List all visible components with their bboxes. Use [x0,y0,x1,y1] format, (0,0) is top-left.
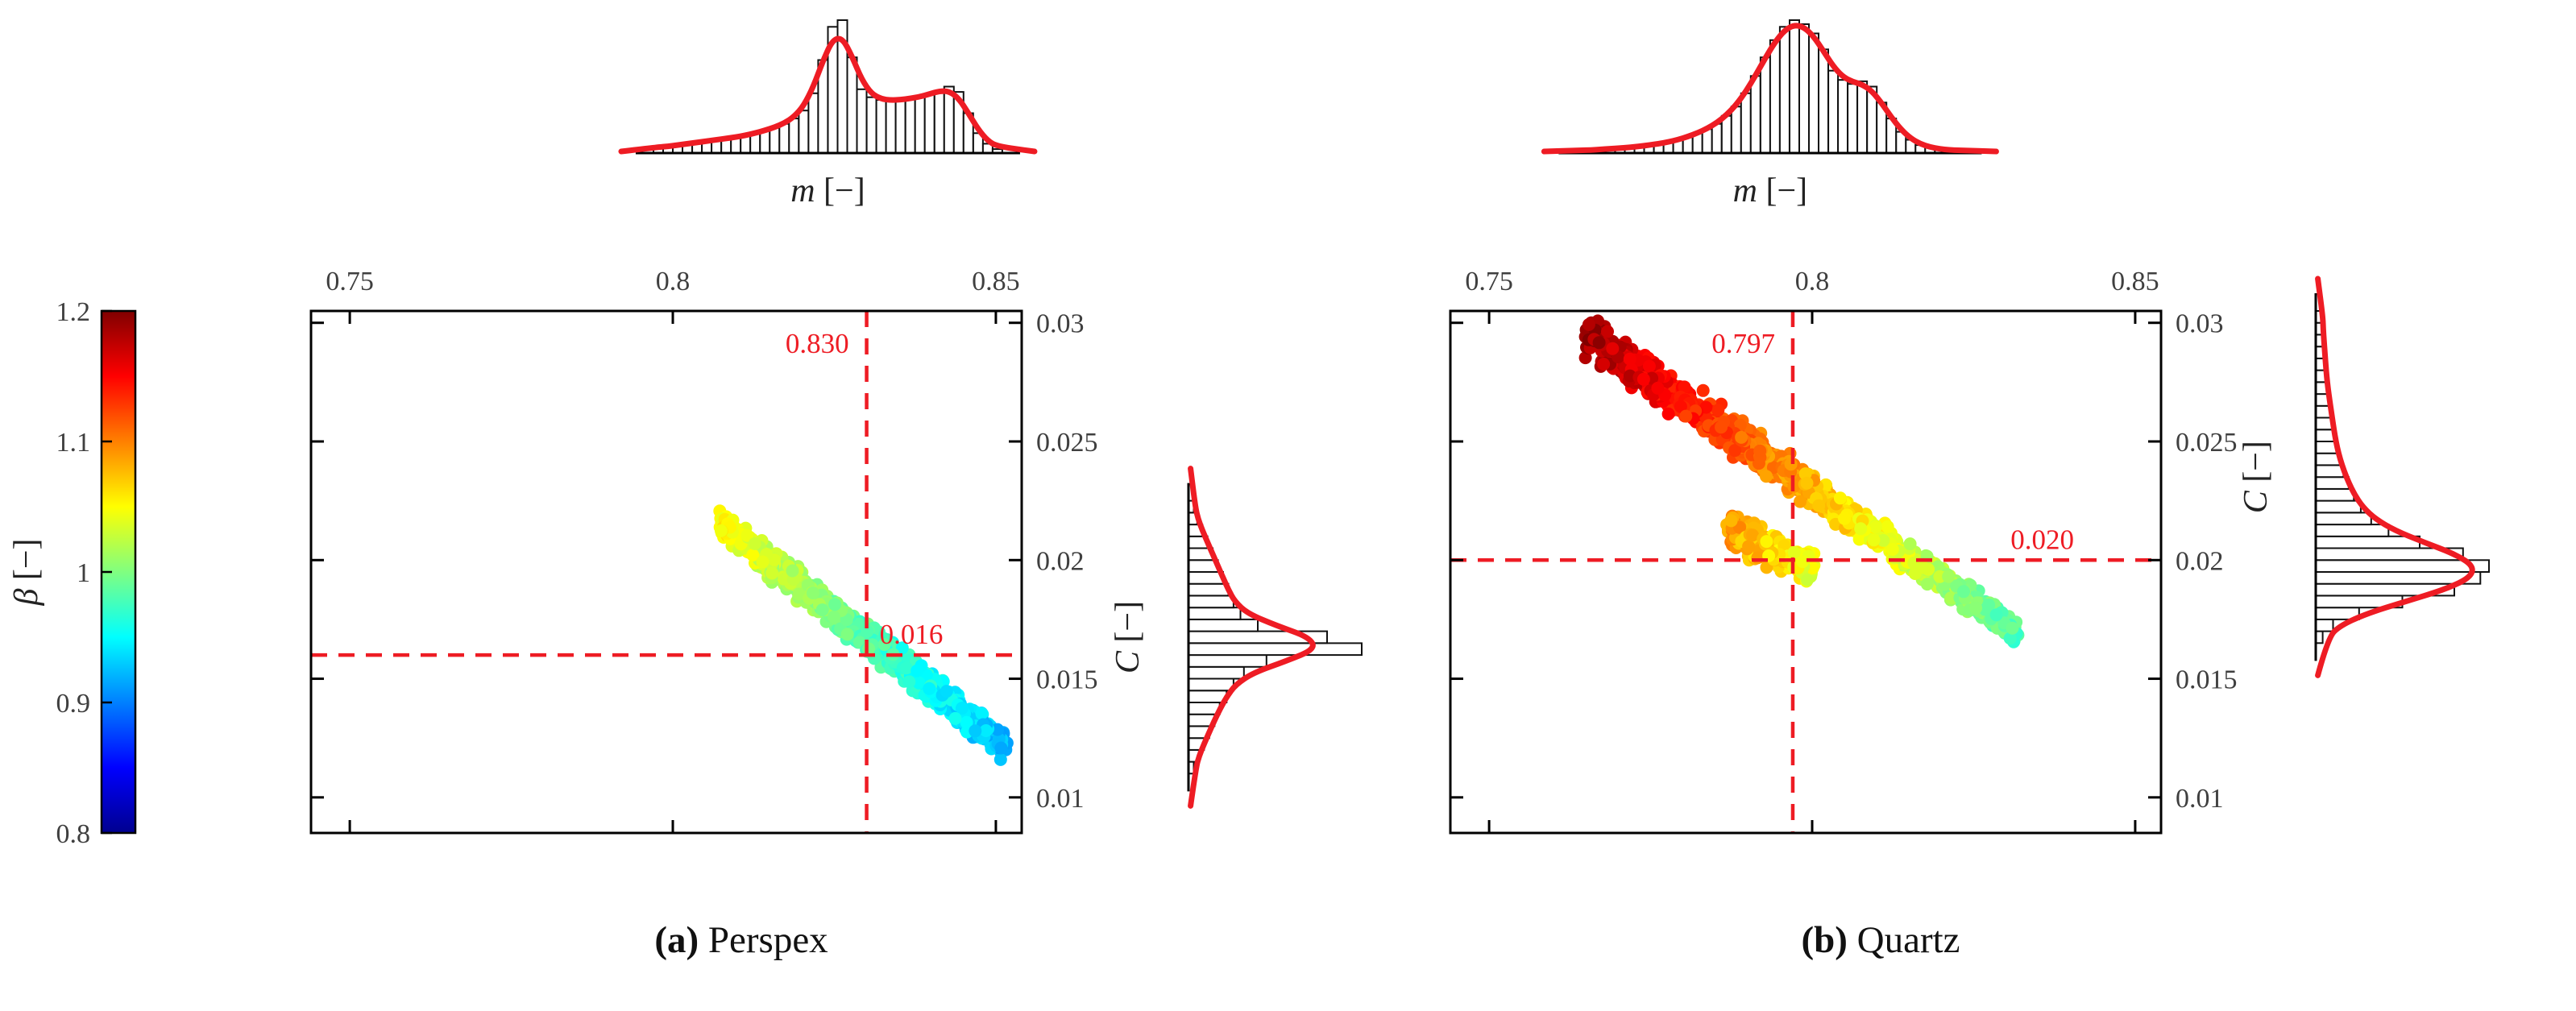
crosshair-C-value: 0.020 [2010,524,2074,555]
y-tick-label: 0.02 [1036,546,1085,576]
crosshair-C-value: 0.016 [880,619,944,650]
svg-text:m [−]: m [−] [790,172,865,209]
y-tick-label: 0.015 [2176,665,2238,695]
scatter-cloud [1578,314,2025,648]
caption-b-bold: (b) [1801,919,1848,961]
y-tick-label: 0.03 [2176,309,2224,339]
caption-perspex: (a) Perspex [654,918,828,962]
C-kde-curve [2315,276,2475,678]
C-histogram: C [−] [1110,466,1363,809]
svg-text:m [−]: m [−] [1733,172,1808,209]
svg-text:C [−]: C [−] [2238,441,2275,513]
caption-quartz: (b) Quartz [1801,918,1960,962]
panel-b: 0.797 0.020 0.75 0.8 0.85 0.01 0.015 0.02 0.025 0… [1449,19,2490,835]
colorbar-tick-label: 1 [77,558,90,588]
m-histogram: m [−] [1541,19,1999,209]
y-tick-label: 0.025 [1036,428,1098,458]
m-kde-curve [618,35,1038,155]
panel-a: 0.830 0.016 0.75 0.8 0.85 0.01 0.015 0.02 0.025 0… [309,19,1363,835]
y-tick-label: 0.02 [2176,546,2224,576]
caption-b-text: Quartz [1847,919,1960,961]
x-tick-label: 0.75 [326,267,374,296]
y-tick-label: 0.015 [1036,665,1098,695]
caption-a-bold: (a) [654,919,699,961]
colorbar: 0.8 0.9 1 1.1 1.2 β [−] [8,297,137,849]
colorbar-tick-label: 1.1 [56,428,91,458]
colorbar-tick-label: 0.9 [56,689,91,719]
axes-box [1449,309,2163,835]
axes-box [309,309,1023,835]
C-histogram: C [−] [2238,276,2490,678]
svg-text:β [−]: β [−] [8,538,45,606]
x-tick-label: 0.8 [1795,267,1830,296]
x-tick-label: 0.8 [656,267,691,296]
colorbar-tick-label: 1.2 [56,297,91,327]
y-tick-label: 0.01 [2176,784,2224,814]
y-tick-label: 0.025 [2176,428,2238,458]
x-tick-label: 0.85 [972,267,1020,296]
caption-a-text: Perspex [699,919,828,961]
y-tick-label: 0.03 [1036,309,1085,339]
y-tick-label: 0.01 [1036,784,1085,814]
C-kde-curve [1188,466,1316,809]
crosshair-m-value: 0.797 [1711,328,1775,359]
x-tick-label: 0.75 [1465,267,1513,296]
crosshair-m-value: 0.830 [786,328,849,359]
scatter-cloud [713,504,1014,766]
m-histogram: m [−] [618,19,1038,209]
colorbar-tick-label: 0.8 [56,819,91,849]
m-kde-curve [1541,23,1999,155]
x-tick-label: 0.85 [2111,267,2159,296]
svg-text:C [−]: C [−] [1110,601,1147,673]
